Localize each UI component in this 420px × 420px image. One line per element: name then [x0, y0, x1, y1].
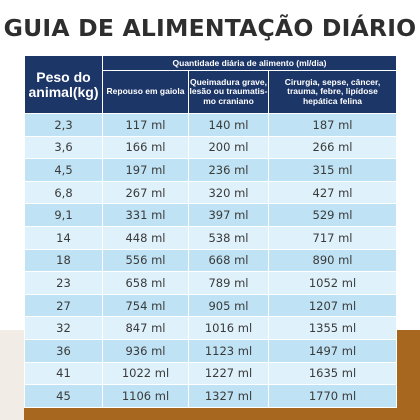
- surgery-sepsis-cell: 1355 ml: [267, 316, 398, 340]
- cage-rest-cell: 1106 ml: [102, 384, 189, 408]
- background-wall: [0, 330, 24, 420]
- severe-burn-cell: 1123 ml: [188, 338, 269, 363]
- surgery-sepsis-cell: 1635 ml: [267, 361, 398, 386]
- surgery-sepsis-header: Cirurgia, sepse, câncer, trauma, febre, …: [267, 70, 398, 114]
- surgery-sepsis-cell: 717 ml: [267, 225, 398, 250]
- weight-cell: 3,6: [24, 135, 103, 160]
- table-row: 41 1022 ml 1227 ml 1635 ml: [24, 361, 398, 386]
- table-row: 27 754 ml 905 ml 1207 ml: [24, 293, 398, 318]
- table-row: 18 556 ml 668 ml 890 ml: [24, 248, 398, 273]
- cage-rest-cell: 847 ml: [102, 316, 189, 340]
- cage-rest-cell: 117 ml: [102, 113, 189, 137]
- table-subheader-row: Repouso em gaiola Queimadura grave, lesã…: [25, 70, 398, 114]
- severe-burn-cell: 668 ml: [188, 248, 269, 273]
- severe-burn-cell: 905 ml: [188, 293, 269, 318]
- surgery-sepsis-cell: 266 ml: [267, 135, 398, 160]
- table-row: 2,3 117 ml 140 ml 187 ml: [24, 113, 398, 137]
- daily-amount-group-header: Quantidade diária de alimento (ml/dia): [101, 55, 398, 71]
- surgery-sepsis-cell: 1497 ml: [267, 338, 398, 363]
- weight-cell: 18: [24, 248, 103, 273]
- cage-rest-cell: 936 ml: [102, 338, 189, 363]
- surgery-sepsis-cell: 1207 ml: [267, 293, 398, 318]
- table-row: 36 936 ml 1123 ml 1497 ml: [24, 338, 398, 363]
- cage-rest-cell: 1022 ml: [102, 361, 189, 386]
- weight-cell: 27: [24, 293, 103, 318]
- weight-cell: 2,3: [24, 113, 103, 137]
- weight-column-header: Peso do animal(kg): [24, 55, 103, 114]
- table-row: 9,1 331 ml 397 ml 529 ml: [24, 203, 398, 227]
- table-row: 3,6 166 ml 200 ml 266 ml: [24, 135, 398, 160]
- cage-rest-cell: 448 ml: [102, 225, 189, 250]
- table-body: 2,3 117 ml 140 ml 187 ml 3,6 166 ml 200 ml 266 …: [24, 113, 398, 408]
- table-row: 32 847 ml 1016 ml 1355 ml: [24, 316, 398, 340]
- cage-rest-cell: 331 ml: [102, 203, 189, 227]
- surgery-sepsis-cell: 890 ml: [267, 248, 398, 273]
- weight-cell: 45: [24, 384, 103, 408]
- severe-burn-cell: 140 ml: [188, 113, 269, 137]
- surgery-sepsis-cell: 529 ml: [267, 203, 398, 227]
- severe-burn-cell: 538 ml: [188, 225, 269, 250]
- cage-rest-cell: 166 ml: [102, 135, 189, 160]
- severe-burn-cell: 1327 ml: [188, 384, 269, 408]
- severe-burn-cell: 789 ml: [188, 271, 269, 295]
- surgery-sepsis-cell: 1770 ml: [267, 384, 398, 408]
- table-row: 23 658 ml 789 ml 1052 ml: [24, 271, 398, 295]
- cage-rest-header: Repouso em gaiola: [102, 70, 189, 114]
- table-row: 14 448 ml 538 ml 717 ml: [24, 225, 398, 250]
- weight-cell: 14: [24, 225, 103, 250]
- weight-cell: 32: [24, 316, 103, 340]
- weight-cell: 23: [24, 271, 103, 295]
- cage-rest-cell: 197 ml: [102, 158, 189, 182]
- severe-burn-cell: 320 ml: [188, 180, 269, 205]
- weight-cell: 36: [24, 338, 103, 363]
- surgery-sepsis-cell: 427 ml: [267, 180, 398, 205]
- cage-rest-cell: 658 ml: [102, 271, 189, 295]
- surgery-sepsis-cell: 1052 ml: [267, 271, 398, 295]
- weight-cell: 6,8: [24, 180, 103, 205]
- weight-cell: 4,5: [24, 158, 103, 182]
- severe-burn-header: Queimadura grave, lesão ou traumatis- mo…: [188, 70, 269, 114]
- surgery-sepsis-cell: 315 ml: [267, 158, 398, 182]
- table-header-row: Peso do animal(kg) Quantidade diária de …: [24, 55, 398, 114]
- cage-rest-cell: 267 ml: [102, 180, 189, 205]
- cage-rest-cell: 754 ml: [102, 293, 189, 318]
- table-row: 45 1106 ml 1327 ml 1770 ml: [24, 384, 398, 408]
- severe-burn-cell: 1227 ml: [188, 361, 269, 386]
- severe-burn-cell: 397 ml: [188, 203, 269, 227]
- table-row: 6,8 267 ml 320 ml 427 ml: [24, 180, 398, 205]
- cage-rest-cell: 556 ml: [102, 248, 189, 273]
- feeding-table: Peso do animal(kg) Quantidade diária de …: [24, 55, 398, 408]
- weight-cell: 41: [24, 361, 103, 386]
- weight-cell: 9,1: [24, 203, 103, 227]
- surgery-sepsis-cell: 187 ml: [267, 113, 398, 137]
- severe-burn-cell: 1016 ml: [188, 316, 269, 340]
- severe-burn-cell: 200 ml: [188, 135, 269, 160]
- page-title: GUIA DE ALIMENTAÇÃO DIÁRIO: [3, 14, 417, 42]
- table-row: 4,5 197 ml 236 ml 315 ml: [24, 158, 398, 182]
- severe-burn-cell: 236 ml: [188, 158, 269, 182]
